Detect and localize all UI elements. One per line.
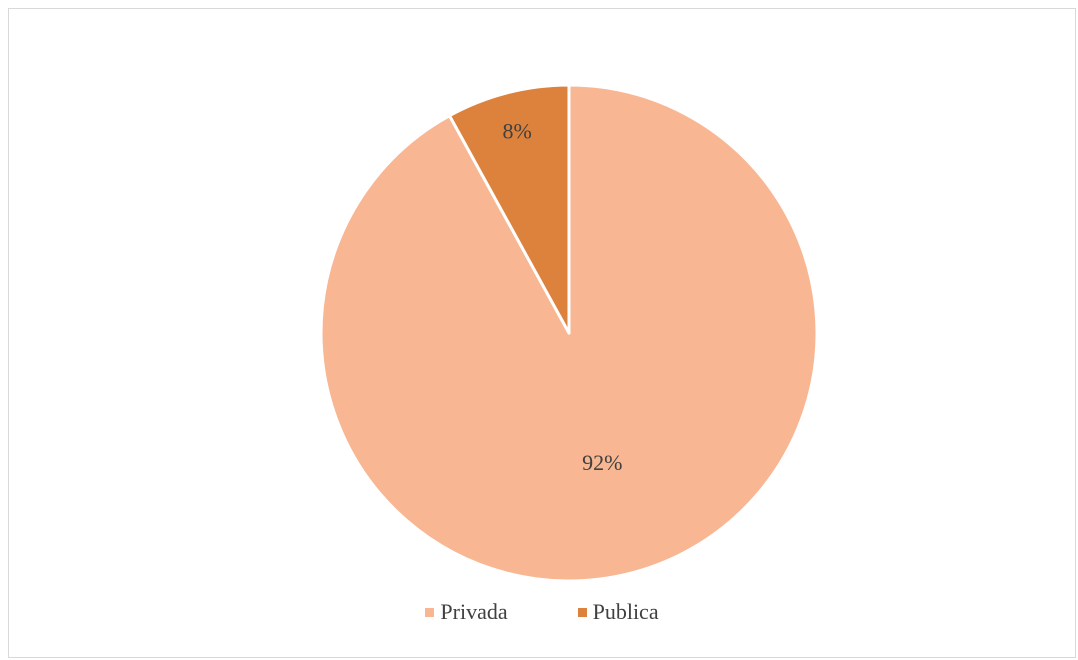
pie-slices — [319, 83, 819, 583]
pie-slice-publica — [448, 83, 571, 335]
data-label-publica: 8% — [503, 119, 532, 144]
pie-data-labels: 92% 8% — [503, 119, 623, 475]
pie-chart: 92% 8% — [319, 83, 819, 583]
data-label-privada: 92% — [582, 450, 622, 475]
legend-label-privada: Privada — [440, 599, 508, 624]
legend-item-privada: Privada — [425, 599, 508, 625]
legend-swatch-publica — [577, 607, 587, 617]
legend-swatch-privada — [425, 607, 435, 617]
legend-item-publica: Publica — [577, 599, 659, 625]
legend: Privada Publica — [9, 599, 1075, 625]
legend-label-publica: Publica — [592, 599, 659, 624]
chart-area: 92% 8% Privada Publica — [8, 8, 1076, 658]
